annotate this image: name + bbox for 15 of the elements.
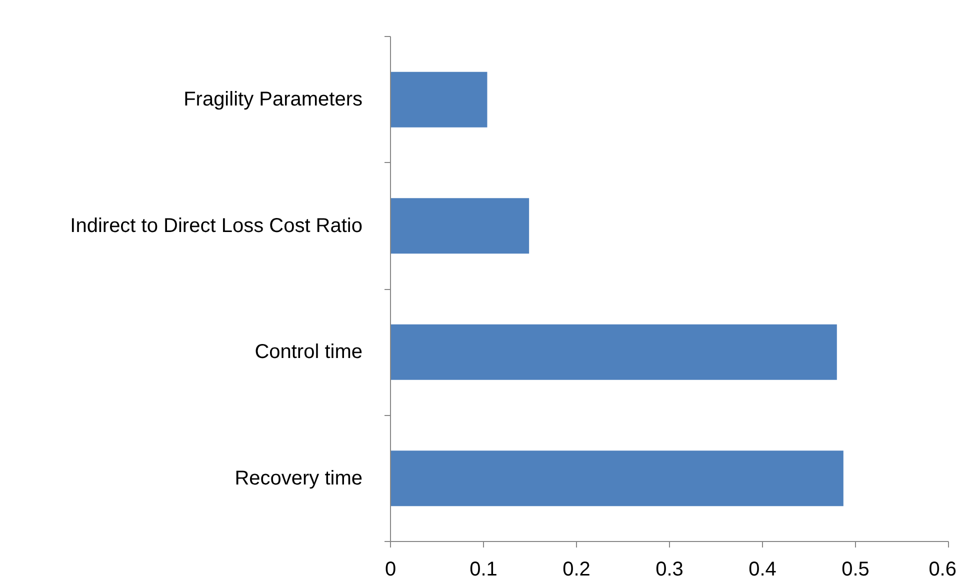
- bar: [390, 72, 488, 128]
- x-tick-label: 0.5: [842, 558, 870, 580]
- x-tick-label: 0.2: [562, 558, 590, 580]
- x-tick-label: 0.3: [656, 558, 684, 580]
- x-tick-label: 0: [384, 558, 396, 580]
- y-tick-label: Fragility Parameters: [184, 88, 362, 111]
- y-tick-label: Recovery time: [234, 467, 362, 490]
- bar: [390, 198, 530, 254]
- y-tick-label: Indirect to Direct Loss Cost Ratio: [70, 214, 363, 237]
- y-tick-label: Control time: [254, 341, 362, 364]
- bar: [390, 450, 844, 506]
- bar: [390, 324, 837, 380]
- x-tick-label: 0.1: [470, 558, 498, 580]
- x-tick-label: 0.6: [928, 558, 957, 580]
- x-tick-label: 0.4: [748, 558, 776, 580]
